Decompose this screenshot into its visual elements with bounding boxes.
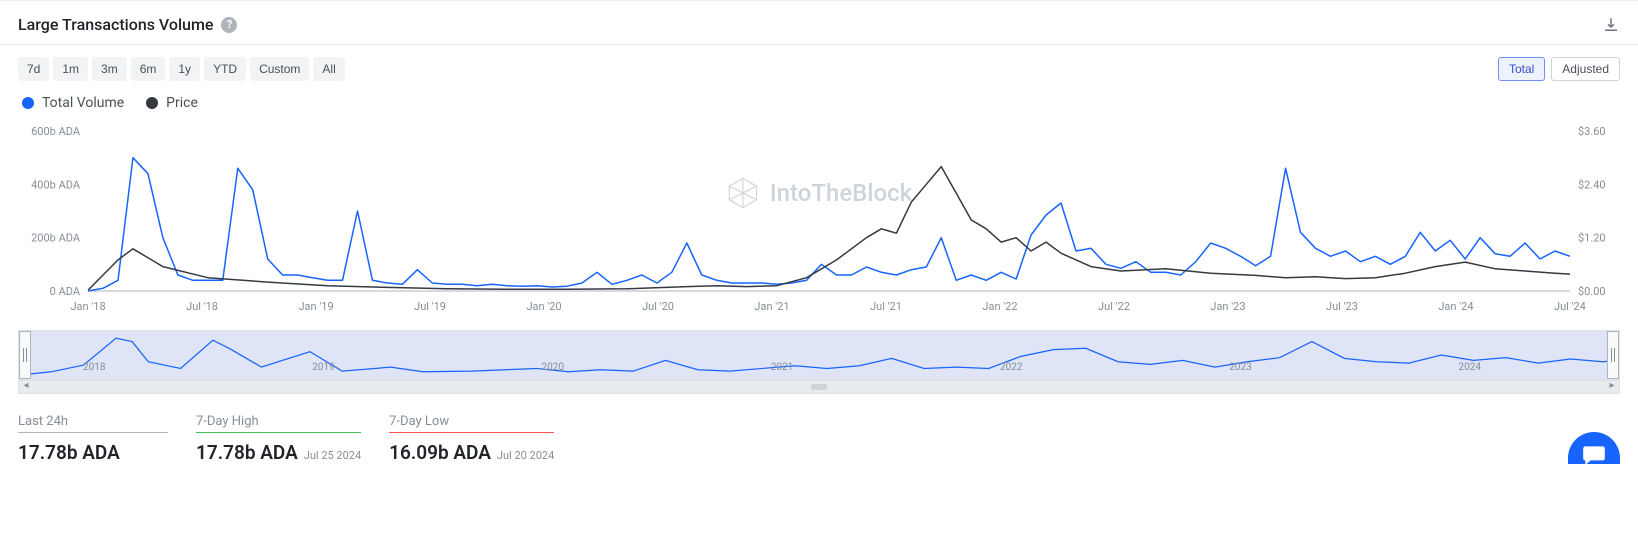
range-btn-all[interactable]: All <box>313 57 344 81</box>
legend-item[interactable]: Total Volume <box>22 95 124 111</box>
stat-block: 7-Day High 17.78b ADA Jul 25 2024 <box>196 414 361 464</box>
svg-text:Jul '19: Jul '19 <box>414 300 446 313</box>
stat-label: Last 24h <box>18 414 168 433</box>
svg-text:0 ADA: 0 ADA <box>50 285 81 298</box>
stat-date: Jul 25 2024 <box>304 449 361 462</box>
svg-text:Jan '21: Jan '21 <box>754 300 789 313</box>
svg-text:200b ADA: 200b ADA <box>31 232 81 245</box>
legend-dot <box>22 97 34 109</box>
range-navigator[interactable]: 2018201920202021202220232024 <box>18 330 1620 380</box>
svg-text:Jul '24: Jul '24 <box>1554 300 1586 313</box>
svg-text:Jan '19: Jan '19 <box>298 300 333 313</box>
view-btn-adjusted[interactable]: Adjusted <box>1551 57 1620 81</box>
navigator-handle-left[interactable] <box>19 331 31 379</box>
svg-text:400b ADA: 400b ADA <box>31 178 81 191</box>
svg-text:$0.00: $0.00 <box>1578 285 1606 298</box>
stat-block: 7-Day Low 16.09b ADA Jul 20 2024 <box>389 414 554 464</box>
range-btn-1y[interactable]: 1y <box>169 57 200 81</box>
svg-text:Jan '22: Jan '22 <box>982 300 1017 313</box>
svg-text:$3.60: $3.60 <box>1578 125 1606 138</box>
divider <box>0 44 1638 45</box>
view-btn-total[interactable]: Total <box>1498 57 1545 81</box>
download-icon[interactable] <box>1602 16 1620 34</box>
stat-value: 16.09b ADA <box>389 441 491 464</box>
stat-value: 17.78b ADA <box>18 441 120 464</box>
svg-text:Jan '18: Jan '18 <box>70 300 105 313</box>
svg-text:Jul '21: Jul '21 <box>870 300 902 313</box>
svg-text:Jul '23: Jul '23 <box>1326 300 1358 313</box>
legend-label: Price <box>166 95 198 111</box>
range-btn-custom[interactable]: Custom <box>250 57 309 81</box>
legend-item[interactable]: Price <box>146 95 198 111</box>
stat-label: 7-Day Low <box>389 414 554 433</box>
summary-stats: Last 24h 17.78b ADA 7-Day High 17.78b ADA Ju… <box>0 394 1638 464</box>
stat-value: 17.78b ADA <box>196 441 298 464</box>
range-btn-6m[interactable]: 6m <box>131 57 166 81</box>
svg-text:Jan '20: Jan '20 <box>526 300 561 313</box>
range-btn-7d[interactable]: 7d <box>18 57 49 81</box>
legend-dot <box>146 97 158 109</box>
svg-text:$2.40: $2.40 <box>1578 178 1606 191</box>
stat-block: Last 24h 17.78b ADA <box>18 414 168 464</box>
navigator-scrollbar[interactable] <box>18 380 1620 394</box>
navigator-handle-right[interactable] <box>1607 331 1619 379</box>
svg-text:$1.20: $1.20 <box>1578 232 1606 245</box>
svg-text:Jul '20: Jul '20 <box>642 300 674 313</box>
stat-label: 7-Day High <box>196 414 361 433</box>
help-icon[interactable]: ? <box>221 17 237 33</box>
main-chart[interactable]: 0 ADA 200b ADA 400b ADA 600b ADA $0.00 $1.20 $… <box>18 121 1620 316</box>
svg-text:Jan '24: Jan '24 <box>1438 300 1473 313</box>
range-selector: 7d1m3m6m1yYTDCustomAll <box>18 57 345 81</box>
svg-text:Jul '22: Jul '22 <box>1098 300 1130 313</box>
chart-header: Large Transactions Volume ? <box>0 1 1638 44</box>
range-btn-3m[interactable]: 3m <box>92 57 127 81</box>
svg-text:600b ADA: 600b ADA <box>31 125 81 138</box>
svg-text:Jul '18: Jul '18 <box>186 300 218 313</box>
range-btn-1m[interactable]: 1m <box>53 57 88 81</box>
stat-date: Jul 20 2024 <box>497 449 554 462</box>
chart-legend: Total Volume Price <box>0 95 1638 121</box>
legend-label: Total Volume <box>42 95 124 111</box>
view-toggle: TotalAdjusted <box>1498 57 1620 81</box>
chart-title: Large Transactions Volume <box>18 15 213 34</box>
svg-text:Jan '23: Jan '23 <box>1210 300 1245 313</box>
range-btn-ytd[interactable]: YTD <box>204 57 246 81</box>
